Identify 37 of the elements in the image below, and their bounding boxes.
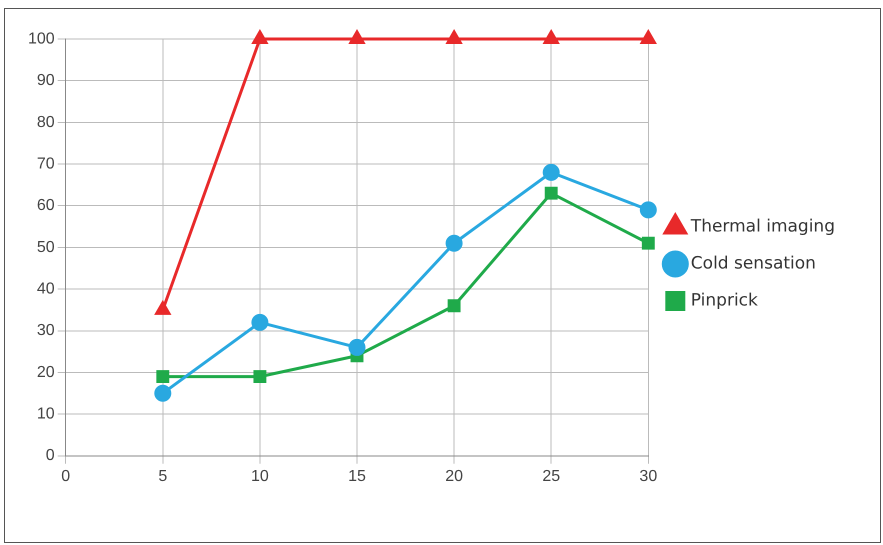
y-tick-label: 0 (46, 447, 55, 464)
y-tick-label: 60 (36, 197, 55, 214)
y-tick-label: 20 (36, 364, 55, 381)
y-tick-label: 70 (36, 155, 55, 172)
point (544, 186, 558, 200)
x-tick-label: 5 (158, 468, 168, 485)
point (253, 370, 266, 384)
point (252, 30, 268, 44)
point (154, 384, 172, 402)
point (640, 201, 657, 218)
legend-label: Thermal imaging (690, 216, 836, 236)
y-tick-label: 80 (36, 114, 55, 131)
y-tick-label: 50 (36, 238, 55, 256)
legend-label: Pinprick (690, 290, 758, 310)
point (640, 30, 656, 44)
y-tick-label: 40 (36, 280, 55, 298)
y-tick-label: 10 (36, 406, 55, 423)
point (348, 338, 366, 356)
x-tick-label: 10 (251, 468, 269, 485)
x-tick-label: 25 (542, 468, 560, 485)
point (542, 164, 560, 181)
x-tick-label: 0 (61, 468, 70, 485)
point (251, 314, 268, 331)
point (446, 30, 462, 44)
point (448, 299, 461, 312)
y-tick-label: 30 (36, 322, 55, 340)
legend-label: Cold sensation (690, 253, 816, 274)
point (544, 30, 559, 44)
x-tick-label: 15 (348, 468, 366, 485)
y-tick-label: 90 (36, 72, 55, 90)
y-tick-label: 100 (28, 30, 55, 48)
x-tick-label: 30 (639, 468, 658, 485)
point (642, 236, 655, 250)
point (446, 234, 463, 252)
point (156, 370, 170, 384)
x-tick-label: 20 (445, 468, 464, 485)
point (349, 30, 365, 44)
